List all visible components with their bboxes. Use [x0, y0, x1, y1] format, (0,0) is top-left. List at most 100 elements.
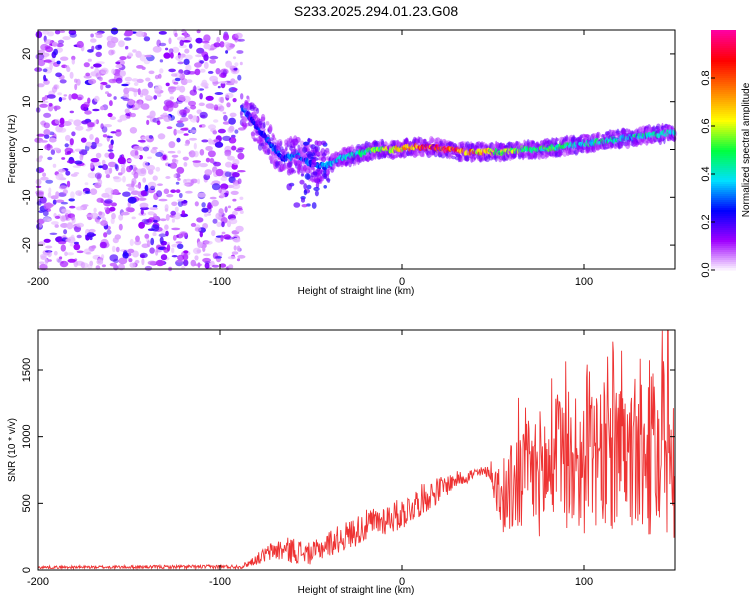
colorbar-segment [711, 166, 736, 169]
heatmap-cell [193, 263, 203, 267]
heatmap-cell [44, 39, 53, 45]
heatmap-cell [58, 185, 67, 190]
heatmap-cell [222, 121, 230, 125]
heatmap-cell [69, 71, 74, 79]
colorbar-segment [711, 218, 736, 221]
heatmap-cell [52, 163, 57, 168]
heatmap-cell [49, 137, 57, 143]
heatmap-cell [203, 34, 211, 42]
heatmap-cell [53, 250, 58, 256]
heatmap-cell [297, 164, 302, 171]
heatmap-cell [183, 69, 191, 75]
colorbar-segment [711, 260, 736, 263]
heatmap-cell [100, 220, 108, 227]
heatmap-cell [81, 120, 89, 125]
heatmap-cell [36, 191, 44, 198]
heatmap-cell [163, 52, 171, 59]
heatmap-cell [157, 116, 164, 120]
heatmap-cell [43, 59, 53, 63]
heatmap-cell [303, 189, 308, 196]
heatmap-cell [69, 32, 77, 38]
heatmap-cell [194, 255, 199, 261]
heatmap-cell [199, 163, 208, 168]
heatmap-cell [90, 33, 94, 38]
colorbar-segment [711, 122, 736, 125]
heatmap-cell [39, 223, 43, 228]
heatmap-cell [232, 159, 240, 166]
heatmap-cell [87, 172, 97, 179]
heatmap-cell [168, 141, 176, 149]
heatmap-cell [304, 173, 311, 180]
heatmap-cell [166, 242, 171, 246]
colorbar-segment [711, 34, 736, 37]
snr-x-label: Height of straight line (km) [298, 585, 415, 596]
heatmap-cell [247, 95, 250, 103]
heatmap-cell [53, 84, 58, 90]
heatmap-cell [148, 70, 155, 75]
heatmap-cell [71, 55, 76, 61]
heatmap-cell [84, 110, 92, 115]
heatmap-cell [297, 144, 301, 149]
heatmap-cell [163, 114, 172, 122]
heatmap-cell [302, 146, 308, 153]
heatmap-cell [44, 134, 50, 139]
heatmap-cell [145, 77, 151, 82]
heatmap-cell [290, 169, 297, 174]
colorbar-segment [711, 66, 736, 69]
heatmap-cell [158, 233, 167, 238]
colorbar-segment [711, 78, 736, 81]
colorbar-segment [711, 98, 736, 101]
heatmap-cell [131, 216, 136, 220]
heatmap-cell [71, 131, 76, 137]
heatmap-cell [232, 198, 237, 202]
heatmap-cell [166, 194, 174, 198]
heatmap-cell [74, 148, 82, 152]
heatmap-cell [134, 150, 139, 157]
heatmap-cell [222, 135, 232, 141]
heatmap-cell [205, 146, 213, 151]
heatmap-cell [232, 98, 237, 103]
heatmap-cell [173, 128, 177, 136]
heatmap-cell [171, 73, 178, 77]
heatmap-cell [111, 245, 116, 253]
heatmap-cell [107, 93, 112, 97]
heatmap-cell [87, 122, 95, 128]
heatmap-cell [184, 54, 193, 60]
heatmap-cell [79, 153, 84, 161]
heatmap-cell [153, 95, 158, 100]
colorbar-segment [711, 110, 736, 113]
heatmap-cell [197, 241, 203, 249]
colorbar-segment [711, 268, 736, 271]
heatmap-cell [76, 40, 84, 49]
heatmap-cell [71, 58, 76, 65]
heatmap-cell [44, 202, 54, 209]
heatmap-cell [219, 193, 225, 199]
heatmap-cell [199, 93, 203, 100]
heatmap-cell [224, 236, 234, 240]
heatmap-cell [237, 74, 242, 81]
heatmap-cell [197, 192, 207, 198]
heatmap-cell [236, 245, 241, 252]
heatmap-cell [127, 248, 135, 254]
heatmap-cell [95, 152, 102, 159]
heatmap-cell [142, 161, 149, 168]
heatmap-cell [181, 200, 188, 206]
heatmap-cell [216, 221, 222, 228]
heatmap-cell [151, 224, 160, 232]
heatmap-cell [125, 183, 135, 187]
colorbar-segment [711, 132, 736, 135]
colorbar-segment [711, 126, 736, 129]
heatmap-cell [152, 232, 157, 237]
snr-y-label: SNR (10 * v/v) [7, 418, 18, 482]
heatmap-cell [240, 110, 243, 119]
heatmap-cell [129, 238, 134, 247]
heatmap-cell [109, 100, 113, 107]
heatmap-cell [115, 246, 120, 253]
colorbar-segment [711, 72, 736, 75]
heatmap-cell [209, 59, 217, 64]
heatmap-cell [229, 112, 237, 118]
heatmap-cell [114, 163, 118, 170]
heatmap-cell [175, 130, 185, 134]
heatmap-cell [212, 130, 217, 135]
heatmap-cell [46, 94, 56, 99]
